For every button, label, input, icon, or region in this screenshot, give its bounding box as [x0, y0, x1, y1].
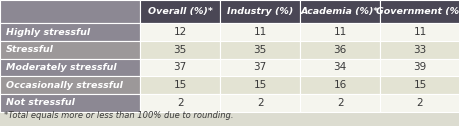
Bar [140, 76, 220, 94]
Bar [0, 76, 140, 94]
Text: 2: 2 [416, 98, 422, 108]
Bar [300, 41, 379, 59]
Bar [220, 76, 300, 94]
Text: 39: 39 [413, 62, 426, 72]
Bar [0, 112, 459, 126]
Text: 15: 15 [173, 80, 186, 90]
Bar [0, 23, 140, 41]
Text: Stressful: Stressful [6, 45, 53, 54]
Text: 11: 11 [333, 27, 346, 37]
Bar [220, 23, 300, 41]
Text: 37: 37 [173, 62, 186, 72]
Text: 16: 16 [333, 80, 346, 90]
Text: 11: 11 [253, 27, 266, 37]
Bar [140, 41, 220, 59]
Bar [0, 0, 140, 23]
Bar [300, 23, 379, 41]
Text: Highly stressful: Highly stressful [6, 28, 90, 37]
Bar [220, 59, 300, 76]
Text: 11: 11 [413, 27, 426, 37]
Text: Not stressful: Not stressful [6, 98, 74, 107]
Text: Overall (%)*: Overall (%)* [147, 7, 212, 16]
Bar [220, 0, 300, 23]
Text: 35: 35 [173, 45, 186, 55]
Bar [140, 94, 220, 112]
Bar [140, 59, 220, 76]
Bar [0, 0, 459, 112]
Text: Occasionally stressful: Occasionally stressful [6, 81, 122, 90]
Text: 37: 37 [253, 62, 266, 72]
Text: 36: 36 [333, 45, 346, 55]
Text: 35: 35 [253, 45, 266, 55]
Text: 33: 33 [413, 45, 426, 55]
Text: *Total equals more or less than 100% due to rounding.: *Total equals more or less than 100% due… [4, 111, 233, 120]
Bar [220, 94, 300, 112]
Text: 15: 15 [413, 80, 426, 90]
Text: 15: 15 [253, 80, 266, 90]
Bar [300, 94, 379, 112]
Bar [0, 41, 140, 59]
Bar [379, 0, 459, 23]
Text: 2: 2 [256, 98, 263, 108]
Bar [220, 41, 300, 59]
Bar [379, 23, 459, 41]
Bar [140, 0, 220, 23]
Bar [0, 94, 140, 112]
Text: Moderately stressful: Moderately stressful [6, 63, 116, 72]
Bar [300, 59, 379, 76]
Text: 34: 34 [333, 62, 346, 72]
Text: 2: 2 [177, 98, 183, 108]
Bar [300, 0, 379, 23]
Bar [379, 94, 459, 112]
Bar [379, 59, 459, 76]
Text: 12: 12 [173, 27, 186, 37]
Bar [379, 41, 459, 59]
Text: Academia (%)*: Academia (%)* [300, 7, 379, 16]
Text: Government (%): Government (%) [375, 7, 459, 16]
Text: Industry (%): Industry (%) [227, 7, 293, 16]
Bar [379, 76, 459, 94]
Text: 2: 2 [336, 98, 343, 108]
Bar [300, 76, 379, 94]
Bar [0, 59, 140, 76]
Bar [140, 23, 220, 41]
